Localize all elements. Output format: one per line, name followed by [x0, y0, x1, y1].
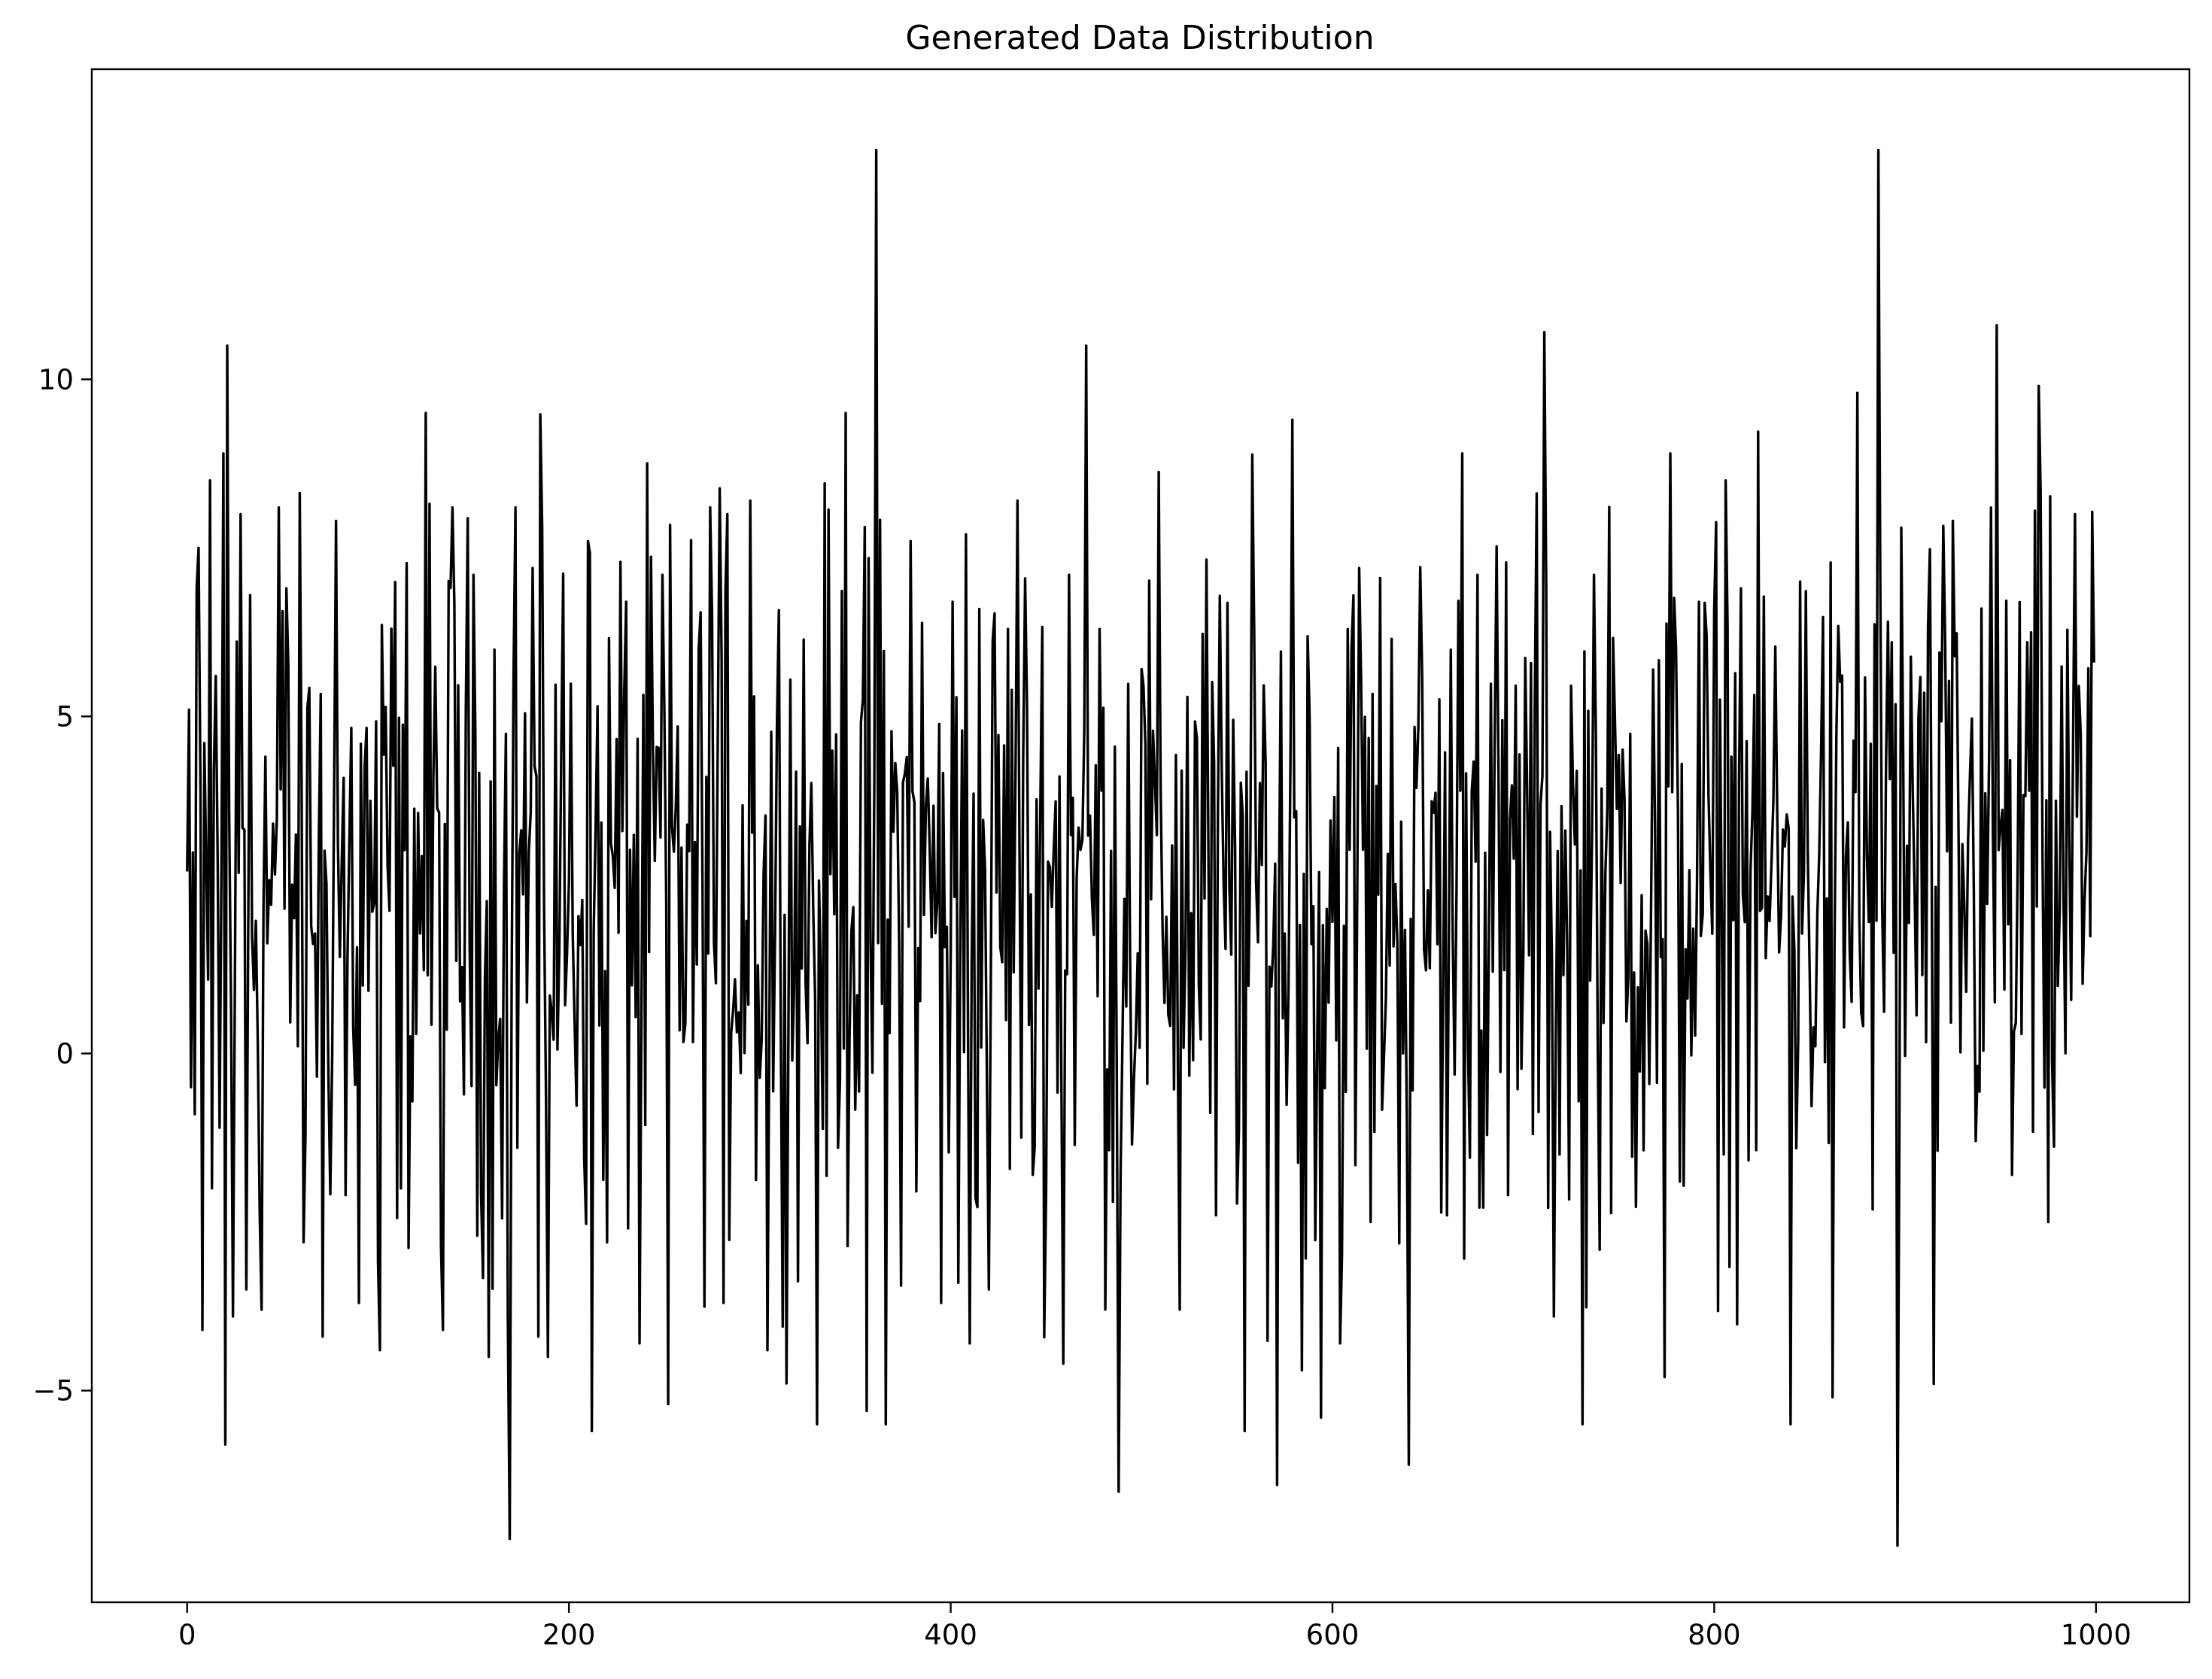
x-tick-label: 1000: [2061, 1619, 2131, 1651]
y-tick-label: 5: [56, 700, 74, 733]
x-tick-label: 400: [924, 1619, 977, 1651]
axes-frame: [90, 68, 2191, 1604]
y-tick-label: −5: [32, 1375, 74, 1407]
y-tick-label: 0: [56, 1037, 74, 1070]
series-line: [186, 148, 2095, 1547]
chart-title: Generated Data Distribution: [905, 19, 1374, 57]
axes: 0 200 400 600 800 1000 −5 0 5 10: [32, 68, 2191, 1651]
x-tick-label: 600: [1306, 1619, 1360, 1651]
x-tick-label: 800: [1688, 1619, 1741, 1651]
plot-area: [186, 148, 2095, 1547]
y-tick-label: 10: [38, 363, 74, 396]
x-tick-label: 0: [178, 1619, 196, 1651]
x-tick-label: 200: [542, 1619, 596, 1651]
